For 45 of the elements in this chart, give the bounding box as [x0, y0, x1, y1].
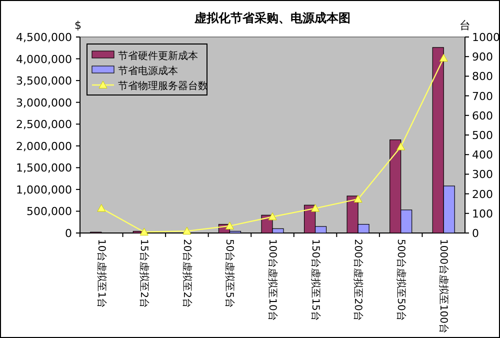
y-tick-label: 1,500,000: [16, 162, 72, 175]
y2-tick-label: 100: [472, 207, 493, 220]
x-tick-label: 150台虚拟至15台: [309, 239, 322, 321]
y2-axis-title: 台: [460, 19, 470, 32]
x-tick-label: 1000台虚拟至100台: [438, 239, 450, 334]
x-tick-label: 15台虚拟至2台: [138, 239, 150, 308]
y-tick-label: 1,000,000: [16, 183, 72, 196]
legend-label: 节省硬件更新成本: [118, 50, 198, 62]
point: [140, 228, 148, 236]
y2-tick-label: 800: [472, 70, 493, 84]
chart-title: 虚拟化节省采购、电源成本图: [194, 11, 350, 25]
y-axis-title: $: [74, 19, 82, 32]
point: [97, 204, 106, 212]
point: [311, 204, 320, 212]
point: [439, 54, 448, 62]
y-tick-label: 2,000,000: [16, 140, 72, 153]
point: [225, 222, 234, 230]
point: [182, 226, 192, 234]
y2-tick-label: 700: [472, 90, 493, 103]
y2-tick-label: 400: [472, 148, 493, 162]
y-tick-label: 3,500,000: [16, 74, 72, 88]
y2-tick-label: 500: [472, 129, 493, 142]
legend-label: 节省电源成本: [118, 65, 178, 77]
y-tick-label: 4,500,000: [16, 31, 72, 44]
x-tick-label: 200台虚拟至20台: [352, 239, 364, 321]
legend-label: 节省物理服务器台数: [118, 80, 208, 92]
y-tick-label: 500,000: [26, 205, 72, 218]
y-tick-label: 4,000,000: [16, 52, 72, 66]
y2-tick-label: 1000: [472, 31, 500, 44]
y2-tick-label: 300: [472, 168, 493, 182]
y-tick-label: 3,000,000: [16, 96, 72, 110]
point: [354, 194, 362, 203]
x-tick-label: 500台虚拟至50台: [394, 239, 407, 321]
x-tick-label: 10台虚拟至1台: [95, 239, 108, 308]
y-tick-label: 0: [65, 227, 72, 240]
point: [396, 142, 406, 150]
x-tick-label: 100台虚拟至10台: [266, 239, 278, 321]
y2-tick-label: 600: [472, 109, 493, 122]
y2-tick-label: 200: [472, 188, 493, 201]
y2-tick-label: 0: [472, 227, 479, 240]
y-tick-label: 2,500,000: [16, 118, 72, 132]
x-tick-label: 50台虚拟至5台: [224, 239, 236, 308]
point: [268, 212, 277, 220]
x-tick-label: 20台虚拟至2台: [180, 239, 193, 308]
y2-tick-label: 900: [472, 50, 493, 64]
